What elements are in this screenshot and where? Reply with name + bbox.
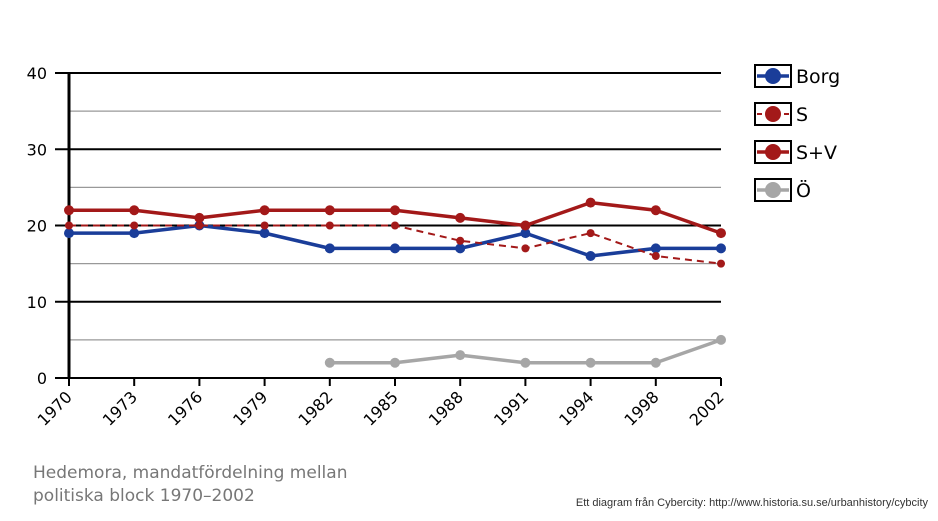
x-tick-label: 1998 [620, 387, 662, 429]
x-tick-label: 1970 [34, 387, 76, 429]
data-point [390, 243, 400, 254]
x-tick-label: 2002 [686, 387, 728, 429]
data-point [129, 205, 140, 216]
legend-item-S+V: S+V [754, 140, 837, 164]
legend-item-Borg: Borg [754, 64, 840, 88]
y-tick-label: 0 [37, 369, 47, 388]
legend-swatch-marker [765, 106, 781, 122]
x-tick-label: 1979 [229, 387, 271, 429]
credit-text: Ett diagram från Cybercity: http://www.h… [575, 497, 928, 509]
data-point [194, 212, 205, 223]
legend-label: Ö [796, 179, 811, 202]
series-S [65, 221, 725, 268]
legend-swatch-marker [765, 68, 781, 84]
x-tick-label: 1973 [99, 387, 141, 429]
data-point [716, 243, 726, 254]
data-point [520, 357, 531, 368]
x-tick-label: 1976 [164, 387, 206, 429]
data-point [64, 205, 74, 216]
x-tick-label: 1991 [490, 387, 532, 429]
data-point [650, 243, 661, 254]
data-point [390, 357, 400, 368]
data-point [391, 221, 399, 230]
legend-item-Ö: Ö [754, 178, 811, 202]
data-point [650, 205, 661, 216]
data-point [717, 259, 725, 268]
legend: Borg S S+V Ö [754, 64, 840, 202]
y-tick-label: 10 [27, 293, 47, 312]
x-tick-label: 1985 [360, 387, 402, 429]
data-point [129, 228, 140, 239]
x-tick-label: 1988 [425, 387, 467, 429]
x-tick-label: 1994 [555, 387, 597, 429]
legend-label: S+V [796, 142, 837, 164]
data-point [520, 220, 531, 231]
data-point [585, 197, 596, 208]
legend-swatch-marker [765, 144, 781, 160]
y-tick-label: 20 [27, 217, 47, 236]
data-point [716, 334, 726, 345]
legend-item-S: S [754, 102, 808, 126]
data-point [585, 357, 596, 368]
data-point [455, 243, 466, 254]
series-Borg [64, 220, 726, 261]
data-point [64, 228, 74, 239]
data-point [456, 236, 465, 245]
y-tick-label: 40 [27, 64, 47, 83]
data-point [520, 228, 531, 239]
data-point [324, 243, 335, 254]
data-point [716, 228, 726, 239]
x-tick-label: 1982 [294, 387, 336, 429]
data-point [260, 221, 269, 230]
legend-label: Borg [796, 66, 840, 88]
series-S+V [64, 197, 726, 239]
data-point [195, 221, 204, 230]
data-point [585, 251, 596, 261]
series-Ö [324, 334, 726, 368]
data-point [324, 357, 335, 368]
data-point [130, 221, 139, 230]
data-point [259, 228, 270, 239]
data-point [259, 205, 270, 216]
x-tick-labels: 1970 1973 1976 1979 1982 1985 1988 1991 1994 1998… [34, 387, 728, 429]
data-point [455, 350, 466, 361]
y-tick-label: 30 [27, 140, 47, 159]
legend-swatch-marker [765, 182, 781, 198]
data-point [651, 252, 660, 260]
data-point [390, 205, 400, 216]
legend-label: S [796, 104, 808, 126]
caption-line-1: Hedemora, mandatfördelning mellan [33, 463, 348, 483]
caption-line-2: politiska block 1970–2002 [33, 486, 255, 506]
data-point [325, 221, 334, 230]
data-point [650, 357, 661, 368]
chart-caption: Hedemora, mandatfördelning mellan politi… [33, 462, 347, 508]
series-group [64, 197, 726, 368]
data-point [586, 229, 595, 238]
data-point [521, 244, 530, 253]
data-point [324, 205, 335, 216]
y-tick-labels: 0 10 20 30 40 [27, 64, 47, 388]
data-point [65, 221, 73, 230]
data-point [455, 212, 466, 223]
